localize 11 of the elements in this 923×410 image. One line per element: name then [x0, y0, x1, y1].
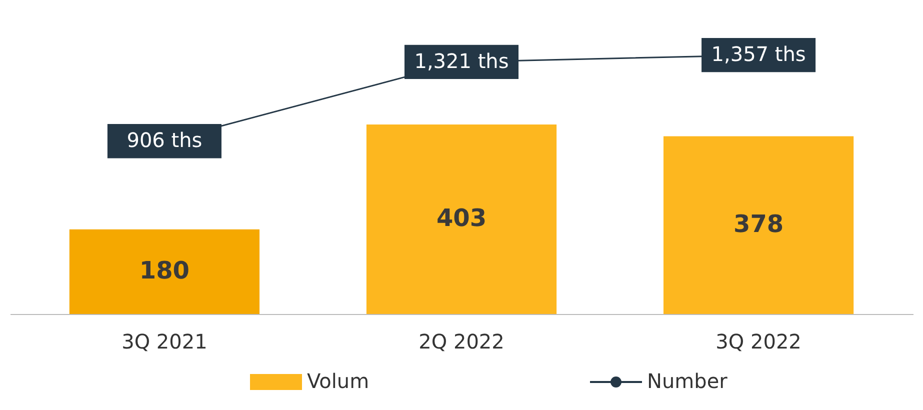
x-tick-label: 3Q 2022: [716, 330, 802, 354]
x-tick-label: 3Q 2021: [122, 330, 208, 354]
legend-label: Volum: [307, 369, 370, 393]
data-label: 1,321 ths: [414, 48, 509, 73]
data-label: 378: [733, 210, 784, 238]
data-label: 906 ths: [126, 128, 202, 152]
data-label: 403: [436, 204, 487, 232]
data-label: 180: [139, 256, 190, 285]
data-label: 1,357 ths: [711, 42, 806, 66]
x-tick-label: 2Q 2022: [418, 330, 504, 354]
legend-label: Number: [647, 369, 728, 393]
